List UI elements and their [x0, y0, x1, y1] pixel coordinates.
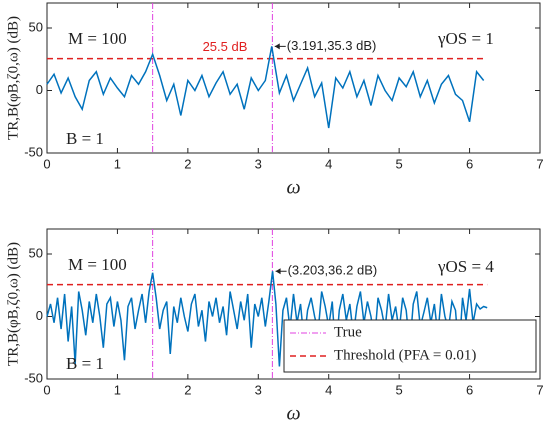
x-tick-label: 4: [325, 156, 332, 171]
x-tick-label: 7: [536, 156, 543, 171]
y-tick-label: 50: [29, 19, 43, 34]
x-tick-label: 3: [255, 382, 262, 397]
annotation: B = 1: [66, 129, 104, 148]
annotation: B = 1: [66, 354, 104, 373]
x-tick-label: 0: [43, 382, 50, 397]
annotation: M = 100: [68, 29, 127, 48]
x-tick-label: 3: [255, 156, 262, 171]
annotation: γOS = 4: [437, 257, 494, 276]
y-tick-label: 0: [36, 308, 43, 323]
x-tick-label: 2: [184, 382, 191, 397]
plot-area: [46, 2, 541, 154]
x-tick-label: 5: [396, 382, 403, 397]
x-tick-label: 5: [396, 156, 403, 171]
data-line: [46, 271, 488, 367]
x-tick-label: 6: [466, 382, 473, 397]
x-tick-label: 6: [466, 156, 473, 171]
x-tick-label: 4: [325, 382, 332, 397]
annotation: γOS = 1: [437, 29, 494, 48]
threshold-label: 25.5 dB: [203, 39, 248, 54]
y-tick-label: -50: [24, 144, 43, 159]
peak-arrowhead: [275, 268, 281, 275]
y-tick-label: 0: [36, 82, 43, 97]
x-axis-label: ω: [286, 177, 300, 199]
y-axis-label: TR,B(φB,ζ0,ω) (dB): [5, 16, 21, 140]
peak-label: (3.191,35.3 dB): [287, 38, 377, 53]
x-tick-label: 7: [536, 382, 543, 397]
x-axis-label: ω: [286, 403, 300, 425]
x-tick-label: 1: [114, 156, 121, 171]
legend-label: Threshold (PFA = 0.01): [334, 347, 476, 363]
x-tick-label: 0: [43, 156, 50, 171]
data-line: [46, 46, 485, 129]
y-tick-label: 50: [29, 245, 43, 260]
legend-label: True: [334, 324, 362, 340]
x-tick-label: 2: [184, 156, 191, 171]
y-axis-label: TR,B(φB,ζ0,ω) (dB): [5, 242, 21, 366]
x-tick-label: 1: [114, 382, 121, 397]
y-tick-label: -50: [24, 370, 43, 385]
annotation: M = 100: [68, 255, 127, 274]
peak-arrowhead: [274, 43, 280, 50]
legend-box: [283, 319, 537, 373]
peak-label: (3.203,36.2 dB): [288, 263, 378, 278]
